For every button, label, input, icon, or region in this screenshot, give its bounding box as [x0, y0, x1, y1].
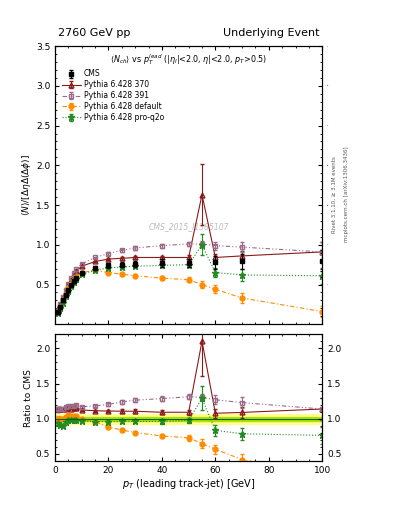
Text: Underlying Event: Underlying Event [223, 28, 320, 38]
Bar [55, 414, 322, 423]
Text: mcplots.cern.ch [arXiv:1306.3436]: mcplots.cern.ch [arXiv:1306.3436] [344, 147, 349, 242]
Bar [55, 417, 322, 421]
Text: 2760 GeV pp: 2760 GeV pp [58, 28, 130, 38]
X-axis label: $p_T$ (leading track-jet) [GeV]: $p_T$ (leading track-jet) [GeV] [122, 477, 255, 492]
Text: CMS_2015_I1385107: CMS_2015_I1385107 [149, 222, 229, 231]
Text: $\langle N_{ch}\rangle$ vs $p_T^{lead}$ ($|\eta_l|$<2.0, $\eta|$<2.0, $p_T$>0.5): $\langle N_{ch}\rangle$ vs $p_T^{lead}$ … [110, 52, 267, 67]
Text: Rivet 3.1.10, ≥ 3.1M events: Rivet 3.1.10, ≥ 3.1M events [332, 156, 337, 233]
Y-axis label: Ratio to CMS: Ratio to CMS [24, 369, 33, 426]
Y-axis label: $\langle N\rangle/[\Delta\eta\Delta(\Delta\phi)]$: $\langle N\rangle/[\Delta\eta\Delta(\Del… [20, 154, 33, 216]
Legend: CMS, Pythia 6.428 370, Pythia 6.428 391, Pythia 6.428 default, Pythia 6.428 pro-: CMS, Pythia 6.428 370, Pythia 6.428 391,… [62, 69, 164, 122]
